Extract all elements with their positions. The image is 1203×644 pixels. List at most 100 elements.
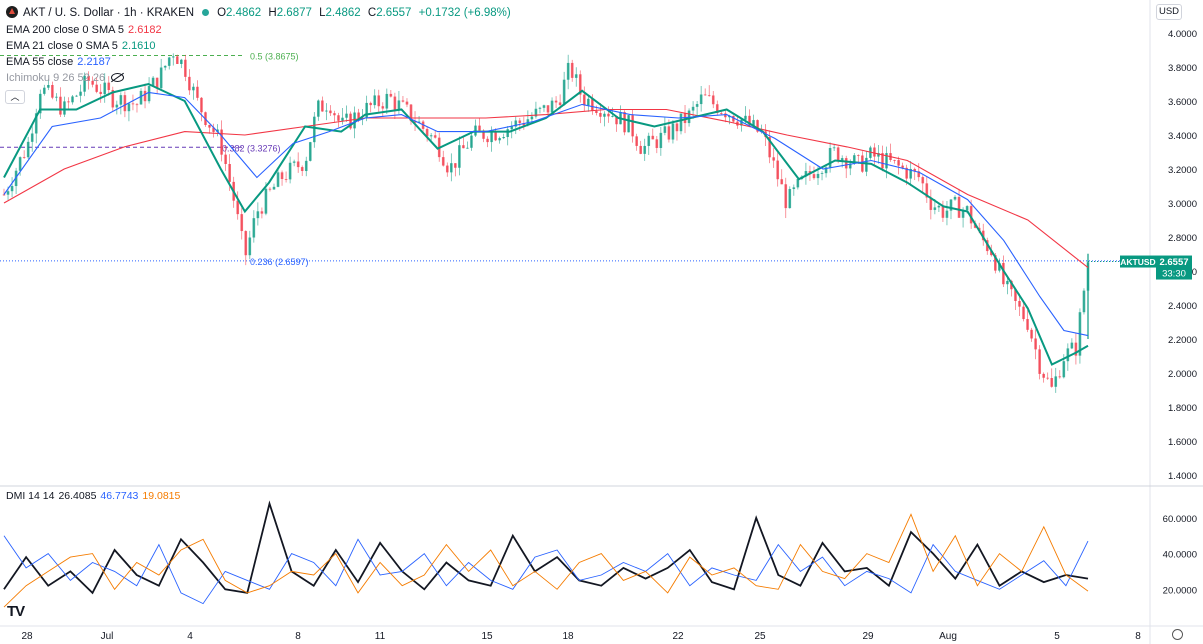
candle-body (369, 102, 373, 106)
candle-body (542, 105, 546, 108)
candle-body (107, 82, 111, 90)
ema55-label: EMA 55 close (6, 56, 74, 68)
candle-body (18, 157, 22, 171)
ema21-label: EMA 21 close 0 SMA 5 (6, 40, 118, 52)
time-tick-label: 4 (187, 631, 193, 642)
candle-body (1030, 329, 1033, 339)
candle-body (337, 115, 340, 121)
settings-icon[interactable] (1172, 629, 1183, 640)
candle-body (998, 262, 1001, 271)
candle-body (486, 138, 489, 143)
candle-body (268, 188, 272, 190)
symbol-legend[interactable]: AKT / U. S. Dollar · 1h · KRAKEN O2.4862 … (6, 6, 511, 20)
candle-body (1038, 349, 1041, 374)
symbol-title: AKT / U. S. Dollar · 1h · KRAKEN (23, 7, 195, 19)
ohlc-o-value: 2.4862 (226, 7, 262, 19)
candle-body (857, 155, 860, 157)
ichimoku-label: Ichimoku 9 26 52 26 (6, 72, 106, 84)
eye-hidden-icon[interactable] (111, 73, 125, 82)
price-tick-label: 3.4000 (1168, 131, 1197, 142)
time-tick-label: 8 (1135, 631, 1141, 642)
candle-body (212, 127, 215, 132)
candle-body (663, 126, 667, 133)
candle-body (143, 90, 147, 102)
candle-body (1006, 280, 1009, 285)
candle-body (953, 196, 957, 200)
candle-body (812, 174, 816, 179)
candle-body (405, 101, 409, 105)
candle-body (317, 100, 320, 117)
candle-body (824, 167, 828, 174)
candle-body (397, 100, 401, 110)
candle-body (34, 113, 38, 134)
collapse-chevron-icon[interactable]: ︿ (5, 90, 25, 104)
candle-body (333, 113, 336, 116)
candle-body (502, 137, 505, 139)
candle-body (236, 200, 240, 215)
candle-body (550, 100, 554, 113)
candle-body (728, 115, 731, 118)
candle-body (703, 94, 707, 96)
time-tick-label: Jul (101, 631, 114, 642)
ohlc-c-value: 2.6557 (376, 7, 412, 19)
ichimoku-legend[interactable]: Ichimoku 9 26 52 26 (6, 72, 125, 85)
candle-body (462, 145, 465, 149)
candle-body (341, 117, 344, 121)
ema55-legend[interactable]: EMA 55 close 2.2187 (6, 56, 111, 69)
candle-body (304, 160, 308, 172)
candle-body (522, 123, 526, 126)
candle-body (288, 162, 292, 180)
candle-body (1074, 342, 1078, 356)
ma-line-ema-200 (3, 108, 1089, 269)
candle-body (961, 210, 965, 218)
candle-body (836, 147, 840, 162)
candle-body (675, 123, 679, 132)
price-tick-label: 2.2000 (1168, 335, 1197, 346)
candle-body (256, 211, 260, 219)
candle-body (280, 172, 284, 180)
ema200-legend[interactable]: EMA 200 close 0 SMA 5 2.6182 (6, 24, 162, 37)
candle-body (554, 100, 558, 103)
candle-body (599, 112, 602, 117)
dmi-legend[interactable]: DMI 14 14 26.4085 46.7743 19.0815 (6, 490, 180, 503)
candle-body (466, 147, 469, 149)
candle-body (752, 120, 755, 126)
ohlc-l-label: L (319, 7, 326, 19)
last-price-label: 2.6557 (1159, 257, 1188, 268)
candle-body (647, 135, 651, 146)
candle-body (840, 158, 844, 162)
candle-body (933, 207, 937, 210)
candle-body (478, 125, 481, 131)
candle-body (796, 178, 800, 188)
candle-body (804, 171, 808, 177)
candle-body (941, 205, 945, 218)
price-tick-label: 3.6000 (1168, 97, 1197, 108)
candle-body (937, 205, 941, 208)
candle-body (671, 123, 675, 140)
candle-body (357, 112, 360, 119)
candle-body (47, 85, 50, 88)
candle-body (264, 188, 268, 214)
candle-body (393, 96, 397, 110)
candle-body (494, 131, 497, 141)
candle-body (639, 145, 642, 154)
candle-body (615, 116, 618, 125)
tradingview-logo-icon[interactable]: TV (7, 603, 25, 620)
candle-body (71, 96, 74, 103)
candle-body (151, 77, 155, 87)
dmi-tick-label: 20.0000 (1163, 585, 1197, 596)
candle-body (776, 160, 780, 180)
candle-body (881, 153, 884, 169)
candle-body (79, 91, 82, 96)
candle-body (897, 160, 900, 166)
candle-body (784, 184, 788, 209)
candle-body (167, 57, 171, 66)
candle-body (994, 255, 997, 271)
candle-body (732, 115, 735, 122)
candle-body (208, 124, 211, 128)
currency-selector[interactable]: USD (1156, 4, 1182, 20)
candle-body (788, 189, 792, 209)
ema21-legend[interactable]: EMA 21 close 0 SMA 5 2.1610 (6, 40, 156, 53)
fib-label: 0.236 (2.6597) (250, 257, 309, 267)
